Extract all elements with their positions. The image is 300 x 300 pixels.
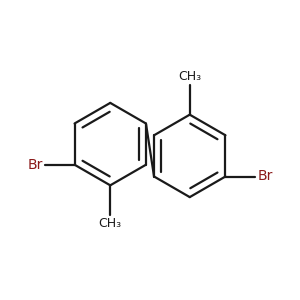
Text: CH₃: CH₃ [99, 218, 122, 230]
Text: Br: Br [257, 169, 273, 184]
Text: CH₃: CH₃ [178, 70, 201, 83]
Text: Br: Br [27, 158, 43, 172]
